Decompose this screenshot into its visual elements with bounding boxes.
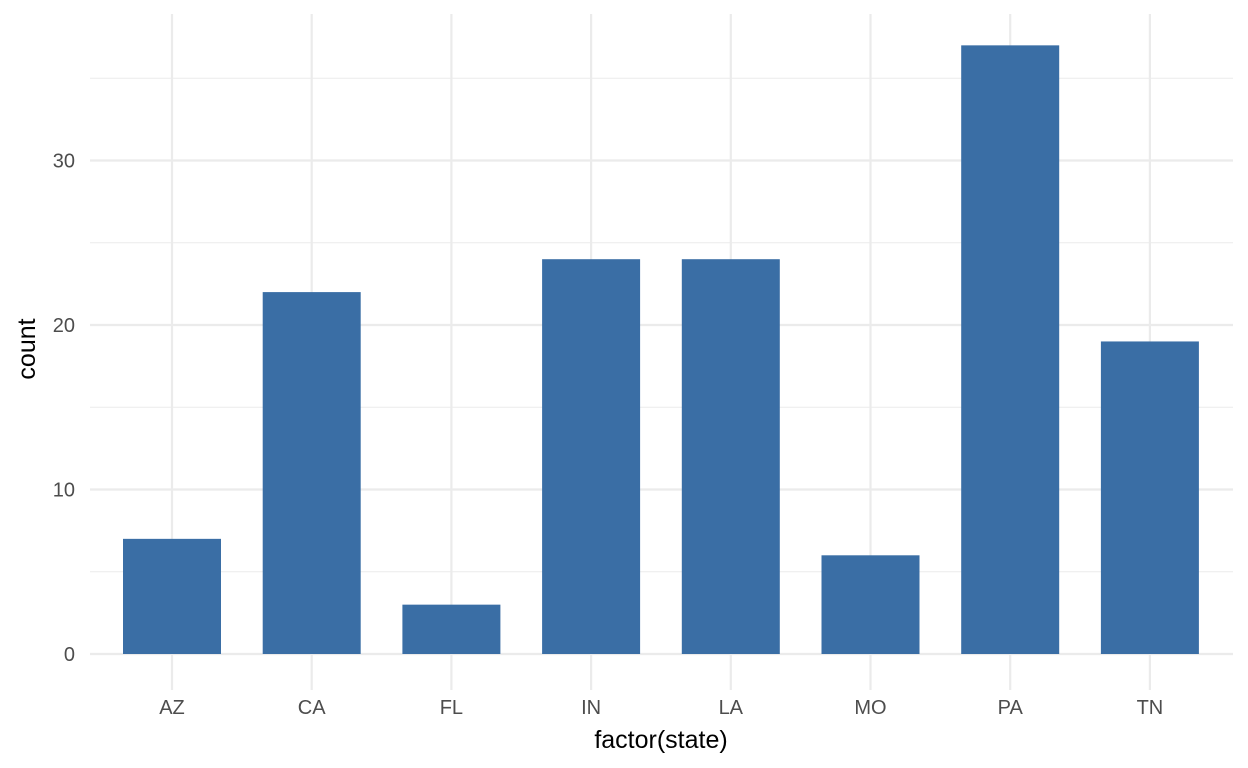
y-tick-label: 20 [53, 315, 75, 337]
y-axis-title: count [13, 318, 41, 379]
x-tick-label: FL [440, 697, 463, 719]
x-axis-title: factor(state) [594, 726, 727, 754]
bars [123, 45, 1199, 655]
x-tick-label: TN [1137, 697, 1164, 719]
x-tick-label: CA [298, 697, 326, 719]
bar-mo [821, 555, 920, 654]
x-tick-label: PA [998, 697, 1024, 719]
y-tick-label: 10 [53, 480, 75, 502]
bar-ca [262, 292, 361, 654]
bar-pa [961, 45, 1060, 655]
x-tick-label: LA [719, 697, 744, 719]
x-tick-label: MO [854, 697, 886, 719]
y-axis-tick-labels: 0 10 20 30 [53, 151, 75, 667]
x-axis-tick-labels: AZ CA FL IN LA MO PA TN [159, 697, 1163, 719]
bar-in [542, 259, 641, 654]
bar-tn [1100, 341, 1199, 654]
bar-az [123, 538, 221, 654]
x-tick-label: IN [581, 697, 601, 719]
y-tick-label: 30 [53, 151, 75, 173]
y-tick-label: 0 [64, 644, 75, 666]
grid-lines [90, 14, 1233, 690]
bar-la [681, 259, 780, 654]
bar-fl [402, 604, 501, 654]
x-tick-label: AZ [159, 697, 185, 719]
